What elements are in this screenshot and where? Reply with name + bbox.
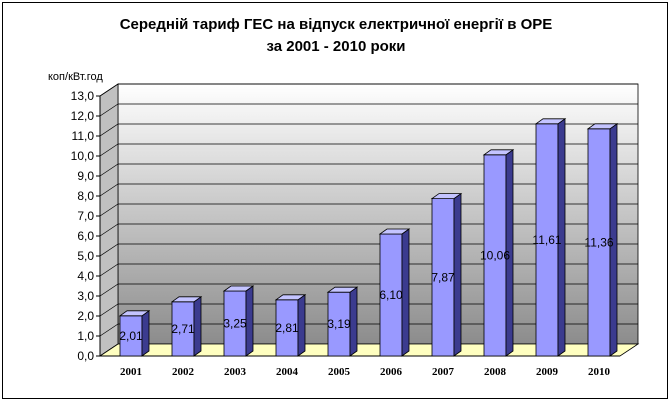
gridline-side bbox=[99, 83, 119, 97]
bar-side-2001 bbox=[141, 310, 150, 357]
y-tick-label: 2,0 bbox=[77, 309, 94, 323]
bar-side-2005 bbox=[349, 286, 358, 357]
bar-top-2009 bbox=[534, 118, 567, 125]
x-tick-label-2005: 2005 bbox=[328, 366, 351, 378]
gridline-side bbox=[99, 203, 119, 217]
bar-top-2005 bbox=[326, 286, 359, 293]
y-tick-label: 5,0 bbox=[77, 249, 94, 263]
bar-side-2004 bbox=[297, 294, 306, 357]
gridline-side bbox=[99, 163, 119, 177]
bar-side-2003 bbox=[245, 285, 254, 357]
x-tick-label-2010: 2010 bbox=[588, 366, 611, 378]
gridline-side bbox=[99, 223, 119, 237]
bar-top-2002 bbox=[170, 296, 203, 303]
data-label-2007: 7,87 bbox=[431, 270, 455, 284]
x-tick-label-2003: 2003 bbox=[224, 366, 247, 378]
gridline-side bbox=[99, 303, 119, 317]
y-tick-label: 6,0 bbox=[77, 229, 94, 243]
y-tick-label: 7,0 bbox=[77, 209, 94, 223]
bar-top-2003 bbox=[222, 285, 255, 292]
bar-top-2007 bbox=[430, 193, 463, 200]
data-label-2004: 2,81 bbox=[275, 321, 299, 335]
y-tick-label: 10,0 bbox=[71, 149, 95, 163]
gridline-side bbox=[99, 123, 119, 137]
y-tick-label: 8,0 bbox=[77, 189, 94, 203]
data-label-2010: 11,36 bbox=[584, 235, 613, 249]
y-tick-label: 13,0 bbox=[71, 89, 95, 103]
bar-side-2002 bbox=[193, 296, 202, 357]
x-tick-label-2007: 2007 bbox=[432, 366, 455, 378]
gridline-side bbox=[99, 103, 119, 117]
x-tick-label-2004: 2004 bbox=[276, 366, 299, 378]
gridline-side bbox=[99, 283, 119, 297]
x-tick-label-2001: 2001 bbox=[120, 366, 142, 378]
gridline-side bbox=[99, 323, 119, 337]
y-tick-label: 0,0 bbox=[77, 349, 94, 363]
chart-title-line2: за 2001 - 2010 роки bbox=[266, 38, 406, 55]
data-label-2006: 6,10 bbox=[379, 288, 403, 302]
data-label-2002: 2,71 bbox=[171, 322, 195, 336]
data-label-2005: 3,19 bbox=[327, 317, 351, 331]
gridline-side bbox=[99, 183, 119, 197]
y-tick-label: 3,0 bbox=[77, 289, 94, 303]
x-tick-label-2002: 2002 bbox=[172, 366, 195, 378]
chart-title: Середній тариф ГЕС на відпуск електрично… bbox=[0, 14, 672, 58]
bar-top-2006 bbox=[378, 228, 411, 235]
y-tick-label: 11,0 bbox=[72, 129, 95, 143]
gridline-side bbox=[99, 263, 119, 277]
x-tick-label-2009: 2009 bbox=[536, 366, 559, 378]
data-label-2003: 3,25 bbox=[223, 317, 247, 331]
data-label-2009: 11,61 bbox=[532, 233, 561, 247]
y-tick-label: 4,0 bbox=[77, 269, 94, 283]
bar-top-2001 bbox=[118, 310, 151, 317]
bar-side-2007 bbox=[453, 192, 462, 357]
bar-side-2006 bbox=[401, 228, 410, 357]
y-axis-unit-label: коп/кВт.год bbox=[48, 71, 103, 83]
y-tick-label: 9,0 bbox=[77, 169, 94, 183]
gridline-side bbox=[99, 243, 119, 257]
chart-title-line1: Середній тариф ГЕС на відпуск електрично… bbox=[119, 16, 553, 33]
y-tick-label: 12,0 bbox=[71, 109, 95, 123]
x-tick-label-2006: 2006 bbox=[380, 366, 403, 378]
gridline-side bbox=[99, 143, 119, 157]
data-label-2008: 10,06 bbox=[480, 248, 510, 262]
chart-side-wall bbox=[99, 83, 119, 357]
x-tick-label-2008: 2008 bbox=[484, 366, 507, 378]
bar-top-2010 bbox=[586, 123, 619, 130]
bar-top-2008 bbox=[482, 149, 515, 156]
bar-top-2004 bbox=[274, 294, 307, 301]
y-tick-label: 1,0 bbox=[77, 329, 94, 343]
data-label-2001: 2,01 bbox=[119, 329, 143, 343]
